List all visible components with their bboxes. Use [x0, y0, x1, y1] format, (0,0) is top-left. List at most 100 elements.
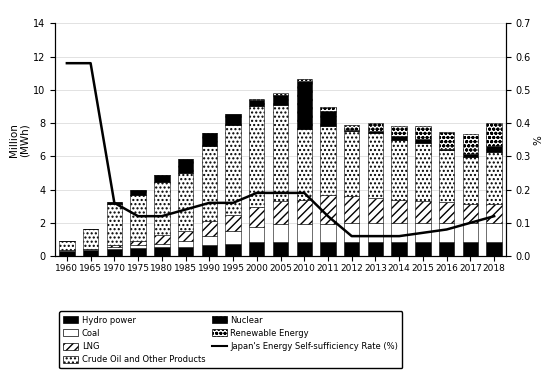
Y-axis label: Million
(MWh): Million (MWh) [8, 123, 30, 157]
Bar [296, 81, 312, 129]
Bar [486, 152, 502, 204]
Bar [392, 126, 407, 136]
Bar [368, 198, 383, 223]
Bar [154, 182, 169, 235]
Bar [463, 134, 478, 154]
Bar [154, 175, 169, 182]
Bar [249, 242, 265, 256]
Bar [320, 126, 336, 196]
Bar [368, 132, 383, 133]
Bar [273, 105, 288, 201]
Bar [463, 154, 478, 157]
Bar [201, 133, 217, 146]
Bar [59, 250, 75, 251]
Bar [201, 245, 217, 256]
Bar [226, 244, 241, 256]
Bar [178, 231, 193, 241]
Bar [178, 159, 193, 173]
Bar [83, 250, 98, 256]
Bar [392, 136, 407, 140]
Bar [320, 107, 336, 111]
Bar [344, 242, 360, 256]
Bar [415, 242, 431, 256]
Bar [415, 143, 431, 201]
Bar [439, 202, 454, 223]
Bar [486, 123, 502, 146]
Bar [296, 200, 312, 223]
Bar [296, 242, 312, 256]
Bar [130, 248, 146, 256]
Bar [273, 242, 288, 256]
Bar [344, 130, 360, 132]
Bar [107, 245, 122, 247]
Bar [415, 126, 431, 139]
Bar [83, 249, 98, 250]
Bar [344, 132, 360, 196]
Bar [368, 223, 383, 242]
Bar [154, 235, 169, 244]
Bar [249, 207, 265, 227]
Bar [439, 223, 454, 242]
Bar [130, 241, 146, 245]
Bar [344, 125, 360, 130]
Bar [59, 251, 75, 256]
Legend: Hydro power, Coal, LNG, Crude Oil and Other Products, Nuclear, Renewable Energy,: Hydro power, Coal, LNG, Crude Oil and Ot… [59, 312, 403, 368]
Bar [130, 194, 146, 241]
Bar [439, 151, 454, 202]
Bar [415, 223, 431, 242]
Bar [273, 223, 288, 242]
Bar [392, 140, 407, 199]
Bar [415, 139, 431, 143]
Bar [273, 201, 288, 223]
Bar [486, 146, 502, 152]
Bar [201, 146, 217, 221]
Bar [486, 223, 502, 242]
Bar [320, 242, 336, 256]
Bar [296, 79, 312, 81]
Bar [107, 202, 122, 204]
Bar [415, 201, 431, 223]
Bar [320, 111, 336, 126]
Bar [486, 204, 502, 223]
Bar [83, 229, 98, 249]
Bar [249, 106, 265, 207]
Bar [344, 196, 360, 223]
Bar [107, 249, 122, 256]
Bar [368, 123, 383, 132]
Bar [201, 236, 217, 245]
Bar [392, 199, 407, 223]
Bar [130, 245, 146, 248]
Y-axis label: %: % [534, 135, 544, 145]
Bar [59, 241, 75, 250]
Bar [226, 215, 241, 231]
Bar [392, 223, 407, 242]
Bar [320, 223, 336, 242]
Bar [107, 204, 122, 245]
Bar [463, 204, 478, 223]
Bar [344, 223, 360, 242]
Bar [178, 241, 193, 247]
Bar [178, 247, 193, 256]
Bar [107, 247, 122, 249]
Bar [463, 157, 478, 204]
Bar [273, 93, 288, 95]
Bar [486, 242, 502, 256]
Bar [154, 244, 169, 247]
Bar [226, 125, 241, 215]
Bar [439, 149, 454, 151]
Bar [296, 223, 312, 242]
Bar [130, 190, 146, 194]
Bar [368, 133, 383, 198]
Bar [226, 114, 241, 125]
Bar [463, 223, 478, 242]
Bar [154, 247, 169, 256]
Bar [320, 196, 336, 223]
Bar [273, 95, 288, 105]
Bar [226, 231, 241, 244]
Bar [249, 227, 265, 242]
Bar [178, 173, 193, 231]
Bar [463, 242, 478, 256]
Bar [439, 132, 454, 149]
Bar [368, 242, 383, 256]
Bar [249, 100, 265, 106]
